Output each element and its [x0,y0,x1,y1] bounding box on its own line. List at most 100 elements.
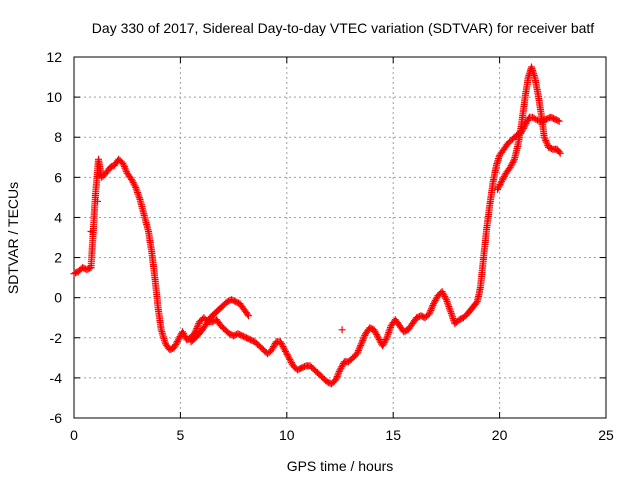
data-point [174,336,182,344]
y-tick-label: 6 [54,169,62,185]
data-point [508,160,516,168]
y-axis-label: SDTVAR / TECUs [5,182,21,294]
data-point [193,324,201,332]
y-tick-label: 10 [46,89,62,105]
data-point [438,288,446,296]
data-point [121,164,129,172]
data-point [173,339,181,347]
data-point [472,299,480,307]
data-point [359,337,367,344]
data-point [128,177,136,185]
data-point [543,140,551,148]
data-point [285,354,293,362]
data-point [171,342,179,350]
data-point [440,291,448,299]
y-tick-label: -6 [50,410,63,426]
y-tick-label: 0 [54,290,62,306]
data-point [175,334,183,342]
data-point [540,133,548,141]
data-point [277,339,285,347]
data-point [426,308,434,316]
data-point [179,329,187,337]
data-point [381,337,389,345]
data-point [358,338,366,346]
axis-ticks: 0 5 10 15 20 25 -6 -4 -2 0 2 4 6 8 10 12 [46,49,614,443]
data-point [93,197,101,205]
data-point [356,343,364,351]
data-point [179,328,186,336]
data-point [542,138,550,146]
data-point [337,364,345,372]
x-tick-label: 15 [385,427,401,443]
data-point [357,342,365,349]
data-point [442,294,449,302]
data-point [335,369,343,377]
data-point [194,321,202,329]
data-point [130,180,138,188]
data-point [510,157,518,165]
data-point [339,361,347,369]
data-point [180,331,188,339]
data-point [278,341,286,349]
data-point [446,306,454,314]
data-point [427,306,435,314]
data-point [379,342,387,350]
data-point [332,376,340,384]
data-point [542,137,550,145]
data-point [385,327,393,335]
data-point [494,184,502,192]
data-point [425,310,433,318]
data-point [500,173,508,180]
data-point [499,174,507,182]
data-point [371,327,379,335]
x-tick-label: 10 [279,427,295,443]
data-point [283,351,291,359]
data-point [119,159,127,167]
data-point [284,352,292,360]
data-point [333,373,341,381]
data-point [556,149,564,157]
data-point [429,301,437,309]
y-tick-label: 2 [54,250,62,266]
data-point [336,366,344,374]
data-point [193,323,201,331]
data-point [541,135,549,143]
x-tick-label: 20 [492,427,508,443]
x-tick-label: 0 [70,427,78,443]
series-secondary-track [187,296,252,346]
series-outliers [87,197,346,334]
data-point [172,341,180,349]
data-point [286,355,294,363]
data-point [498,177,506,185]
data-point [334,371,342,379]
data-point [335,368,343,375]
data-point [499,176,507,184]
data-point [338,363,346,371]
data-point [129,179,137,186]
data-point [287,357,295,365]
data-point [359,335,367,343]
plot-frame [73,56,607,419]
data-point [281,346,289,354]
series-main-track [70,113,563,388]
data-point [360,333,368,341]
series-evening-track [494,63,564,193]
data-point [497,179,505,187]
data-point [374,332,381,340]
data-point [555,148,563,156]
data-point [288,359,295,367]
data-point [431,297,439,304]
data-point [530,70,538,78]
chart-title: Day 330 of 2017, Sidereal Day-to-day VTE… [92,20,595,36]
data-point [355,345,363,353]
data-point [380,339,388,347]
data-point [268,346,276,354]
data-point [87,228,95,235]
data-point [128,175,135,183]
y-tick-label: -2 [50,330,63,346]
data-point [170,344,178,352]
data-point [372,329,380,337]
data-point [554,117,562,124]
y-tick-label: -4 [50,370,63,386]
